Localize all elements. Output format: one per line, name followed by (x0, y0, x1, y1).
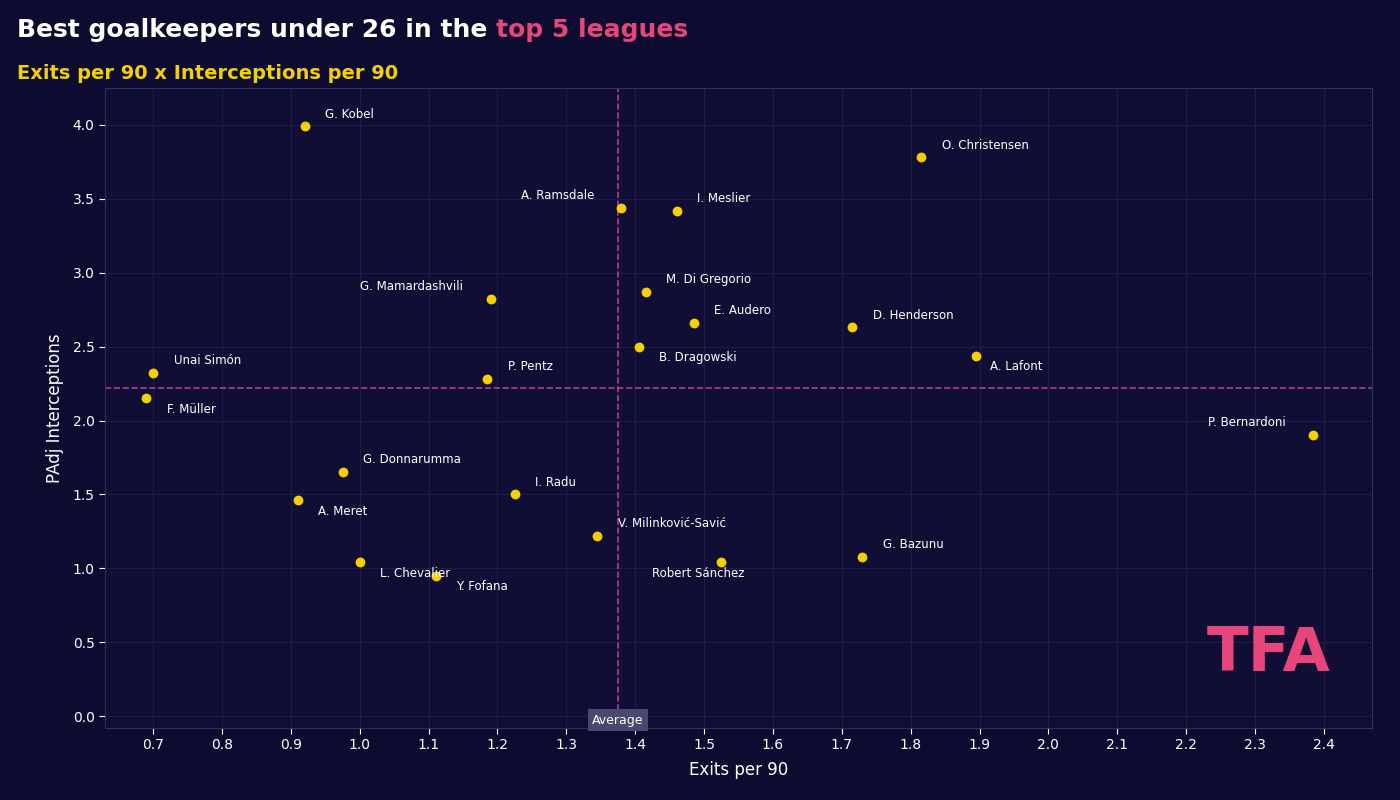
Point (910, 151, 932, 164)
Text: Unai Simón: Unai Simón (174, 354, 241, 367)
Text: G. Mamardashvili: G. Mamardashvili (360, 281, 463, 294)
Text: P. Pentz: P. Pentz (508, 360, 553, 374)
Text: Robert Sánchez: Robert Sánchez (652, 567, 745, 580)
Point (610, 202, 633, 214)
Text: G. Kobel: G. Kobel (325, 107, 374, 121)
Text: TFA: TFA (1207, 625, 1330, 683)
X-axis label: Exits per 90: Exits per 90 (689, 761, 788, 778)
Text: A. Meret: A. Meret (318, 505, 368, 518)
Text: D. Henderson: D. Henderson (872, 309, 953, 322)
Point (349, 556, 371, 569)
Text: B. Dragowski: B. Dragowski (659, 351, 736, 364)
Text: L. Chevalier: L. Chevalier (381, 567, 451, 580)
Point (710, 556, 732, 569)
Point (965, 349, 987, 362)
Point (634, 286, 657, 298)
Text: Average: Average (592, 714, 644, 726)
Text: G. Donnarumma: G. Donnarumma (363, 454, 461, 466)
Point (627, 340, 650, 353)
Point (841, 321, 864, 334)
Point (851, 550, 874, 563)
Point (665, 204, 687, 217)
Text: V. Milinković-Savić: V. Milinković-Savić (617, 517, 725, 530)
Y-axis label: PAdj Interceptions: PAdj Interceptions (46, 333, 64, 483)
Text: E. Audero: E. Audero (714, 304, 771, 317)
Point (1302, 429, 1324, 442)
Point (332, 466, 354, 478)
Point (136, 392, 158, 405)
Text: Best goalkeepers under 26 in the: Best goalkeepers under 26 in the (17, 18, 496, 42)
Point (294, 120, 316, 133)
Text: Exits per 90 x Interceptions per 90: Exits per 90 x Interceptions per 90 (17, 64, 398, 83)
Text: M. Di Gregorio: M. Di Gregorio (666, 273, 752, 286)
Point (287, 494, 309, 506)
Text: G. Bazunu: G. Bazunu (883, 538, 944, 550)
Point (476, 373, 498, 386)
Point (424, 570, 447, 582)
Text: I. Radu: I. Radu (535, 475, 577, 489)
Text: A. Lafont: A. Lafont (990, 360, 1043, 373)
Text: I. Meslier: I. Meslier (697, 192, 750, 205)
Text: top 5 leagues: top 5 leagues (496, 18, 687, 42)
Point (479, 293, 501, 306)
Text: F. Müller: F. Müller (167, 403, 216, 416)
Point (504, 488, 526, 501)
Text: A. Ramsdale: A. Ramsdale (521, 189, 594, 202)
Text: P. Bernardoni: P. Bernardoni (1208, 417, 1287, 430)
Text: Y. Fofana: Y. Fofana (456, 580, 508, 593)
Point (683, 317, 706, 330)
Point (587, 530, 609, 542)
Text: O. Christensen: O. Christensen (942, 138, 1029, 151)
Point (141, 367, 164, 380)
